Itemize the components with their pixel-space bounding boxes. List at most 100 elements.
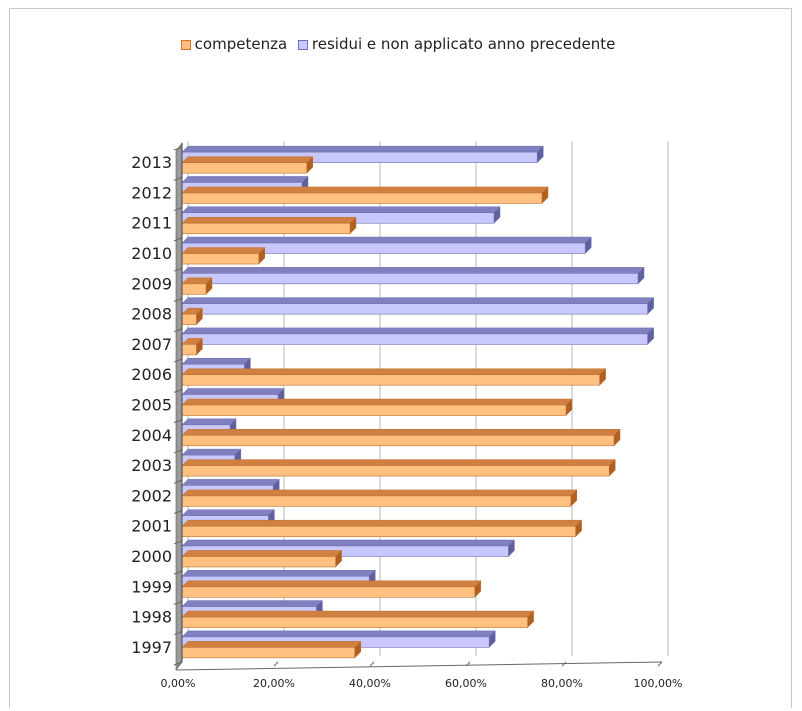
x-axis-line <box>175 661 663 671</box>
bar-competenza-2006 <box>181 374 600 386</box>
y-tick <box>173 267 183 272</box>
bar-competenza-2004 <box>181 434 615 447</box>
bar-residui-2008 <box>181 303 648 315</box>
y-tick <box>173 176 183 181</box>
x-tick-label: 80,00% <box>541 677 583 690</box>
bar-competenza-2001 <box>181 525 576 537</box>
y-tick <box>173 449 183 454</box>
y-tick <box>173 207 183 212</box>
y-tick-label: 2009 <box>131 274 172 293</box>
bar-competenza-2005 <box>181 404 567 416</box>
bar-residui-2000-top <box>181 539 516 547</box>
legend: competenza residui e non applicato anno … <box>0 35 802 53</box>
bar-residui-2010-top <box>181 236 592 244</box>
bar-competenza-1998 <box>181 616 528 628</box>
y-tick <box>173 358 183 363</box>
y-tick-label: 2004 <box>131 426 172 445</box>
bar-competenza-2003-top <box>181 459 616 466</box>
y-tick <box>173 661 183 666</box>
bar-competenza-2009 <box>181 283 207 295</box>
bar-residui-2004-top <box>181 418 237 426</box>
bar-competenza-2006-top <box>181 368 607 375</box>
x-tick-label: 60,00% <box>445 677 487 690</box>
y-tick-label: 2008 <box>131 305 172 324</box>
y-tick <box>173 479 183 484</box>
bar-competenza-2010 <box>181 253 260 265</box>
legend-item-competenza: competenza <box>180 35 288 53</box>
bar-residui-2007 <box>181 333 648 345</box>
y-tick-label: 2002 <box>131 486 172 505</box>
bar-competenza-2011-top <box>181 216 357 224</box>
legend-item-residui: residui e non applicato anno precedente <box>297 35 616 53</box>
y-tick <box>173 146 183 151</box>
bar-residui-1999-top <box>181 570 376 577</box>
y-tick-label: 1999 <box>131 577 172 596</box>
x-tick <box>273 661 279 667</box>
bar-competenza-1999-top <box>181 580 482 588</box>
bar-competenza-2012-top <box>181 186 549 194</box>
bar-residui-2007-top <box>181 327 655 335</box>
legend-swatch-residui <box>297 40 308 50</box>
bar-residui-2002-top <box>181 479 280 486</box>
bar-competenza-2010-top <box>181 247 266 254</box>
bar-competenza-2013-top <box>181 156 314 163</box>
bar-residui-2011-top <box>181 206 501 213</box>
y-tick-label: 1997 <box>131 638 172 657</box>
y-tick <box>173 298 183 302</box>
legend-label-residui: residui e non applicato anno precedente <box>311 35 616 53</box>
x-tick <box>561 661 567 667</box>
bar-competenza-1998-top <box>181 610 535 618</box>
x-tick-label: 40,00% <box>349 677 391 690</box>
y-tick-label: 2005 <box>131 396 172 415</box>
bar-residui-2008-top <box>181 297 655 304</box>
x-tick-label: 20,00% <box>253 677 295 690</box>
y-tick <box>173 388 183 393</box>
bar-competenza-2001-top <box>181 519 583 527</box>
y-tick-label: 2000 <box>131 547 172 566</box>
bar-residui-2009 <box>181 273 639 285</box>
legend-swatch-competenza <box>180 40 191 50</box>
bar-residui-2006-top <box>181 357 252 365</box>
x-tick-label: 100,00% <box>634 677 683 690</box>
y-tick <box>173 540 183 545</box>
bar-competenza-2005-top <box>181 398 573 406</box>
bar-competenza-1997-top <box>181 641 362 648</box>
y-tick-label: 2006 <box>131 365 172 384</box>
bar-residui-2009-top <box>181 267 645 274</box>
legend-label-competenza: competenza <box>194 35 288 53</box>
y-tick-label: 1998 <box>131 608 172 627</box>
bar-competenza-2011 <box>181 222 351 235</box>
bar-residui-2013-top <box>181 145 544 153</box>
y-tick-label: 2001 <box>131 517 172 536</box>
x-tick <box>369 661 375 667</box>
bar-competenza-1997 <box>181 647 356 659</box>
y-tick-label: 2013 <box>131 153 172 172</box>
bar-competenza-2002 <box>181 495 572 507</box>
y-tick-label: 2007 <box>131 335 172 354</box>
bar-residui-1998-top <box>181 600 324 607</box>
y-tick <box>173 419 183 424</box>
y-tick <box>173 570 183 575</box>
bar-competenza-1999 <box>181 586 476 598</box>
x-tick <box>657 661 663 667</box>
bar-competenza-2013 <box>181 162 308 174</box>
bar-competenza-2012 <box>181 192 543 204</box>
y-tick <box>173 237 183 242</box>
bar-competenza-2000-top <box>181 550 343 557</box>
bar-competenza-2003 <box>181 465 610 477</box>
x-tick-label: 0,00% <box>161 677 196 690</box>
bar-competenza-2004-top <box>181 429 621 436</box>
y-tick <box>173 328 183 333</box>
bar-competenza-2000 <box>181 556 336 568</box>
bar-residui-1997-top <box>181 630 496 638</box>
x-tick <box>465 661 471 667</box>
bar-residui-2003-top <box>181 448 242 456</box>
bar-residui-2005-top <box>181 388 285 395</box>
bar-competenza-2008 <box>181 313 197 325</box>
y-tick-label: 2012 <box>131 183 172 202</box>
y-tick <box>173 631 183 636</box>
bar-residui-2012-top <box>181 176 309 183</box>
plot-side-wall <box>175 142 183 671</box>
y-tick-label: 2003 <box>131 456 172 475</box>
bar-competenza-2007 <box>181 344 197 356</box>
